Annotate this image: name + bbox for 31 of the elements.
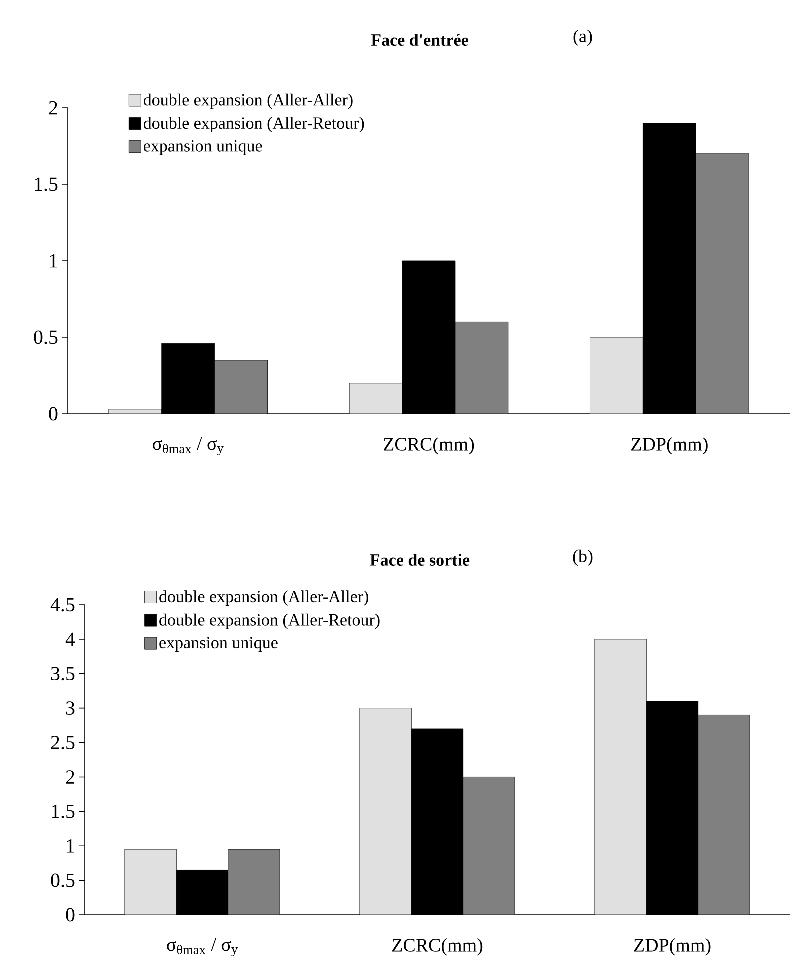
chart-subtitle: (a) (574, 30, 592, 46)
y-tick-label: 1 (67, 840, 74, 853)
y-tick-label: 1 (50, 254, 58, 268)
y-tick-label: 4 (66, 632, 76, 646)
y-tick-label: 3 (66, 702, 75, 716)
x-tick-label: ZDP(mm) (634, 938, 711, 956)
y-tick-label: 1.5 (52, 804, 75, 818)
y-tick-label: 2.5 (51, 736, 75, 750)
y-tick-label: 4.5 (50, 598, 75, 612)
x-tick-label: σ$_{θmax}$ / σ$_{y}$ (167, 938, 238, 957)
x-tick-label: σ$_{θmax}$ / σ$_{y}$ (152, 438, 224, 456)
y-tick-label: 0.5 (51, 874, 75, 888)
chart-subtitle: (b) (573, 550, 593, 566)
x-tick-label: ZCRC(mm) (384, 438, 474, 455)
chart-title: Face de sortie (370, 554, 470, 566)
legend-label: expansion unique (160, 637, 278, 652)
legend-label: expansion unique (144, 140, 262, 156)
y-tick-label: 2 (66, 770, 74, 784)
legend-label: double expansion (Aller-Aller) (160, 590, 368, 606)
legend-label: double expansion (Aller-Retour) (144, 117, 364, 133)
y-tick-label: 1.5 (35, 178, 58, 192)
y-tick-label: 2 (49, 101, 58, 115)
legend-label: double expansion (Aller-Retour) (160, 614, 380, 630)
chart-title: Face d'entrée (371, 34, 468, 46)
x-tick-label: ZDP(mm) (632, 438, 708, 455)
y-tick-label: 3.5 (51, 667, 75, 681)
y-tick-label: 0 (66, 908, 75, 922)
x-tick-label: ZCRC(mm) (392, 938, 483, 956)
y-tick-label: 0 (49, 407, 58, 421)
y-tick-label: 0.5 (34, 330, 58, 344)
legend-label: double expansion (Aller-Aller) (144, 94, 353, 110)
